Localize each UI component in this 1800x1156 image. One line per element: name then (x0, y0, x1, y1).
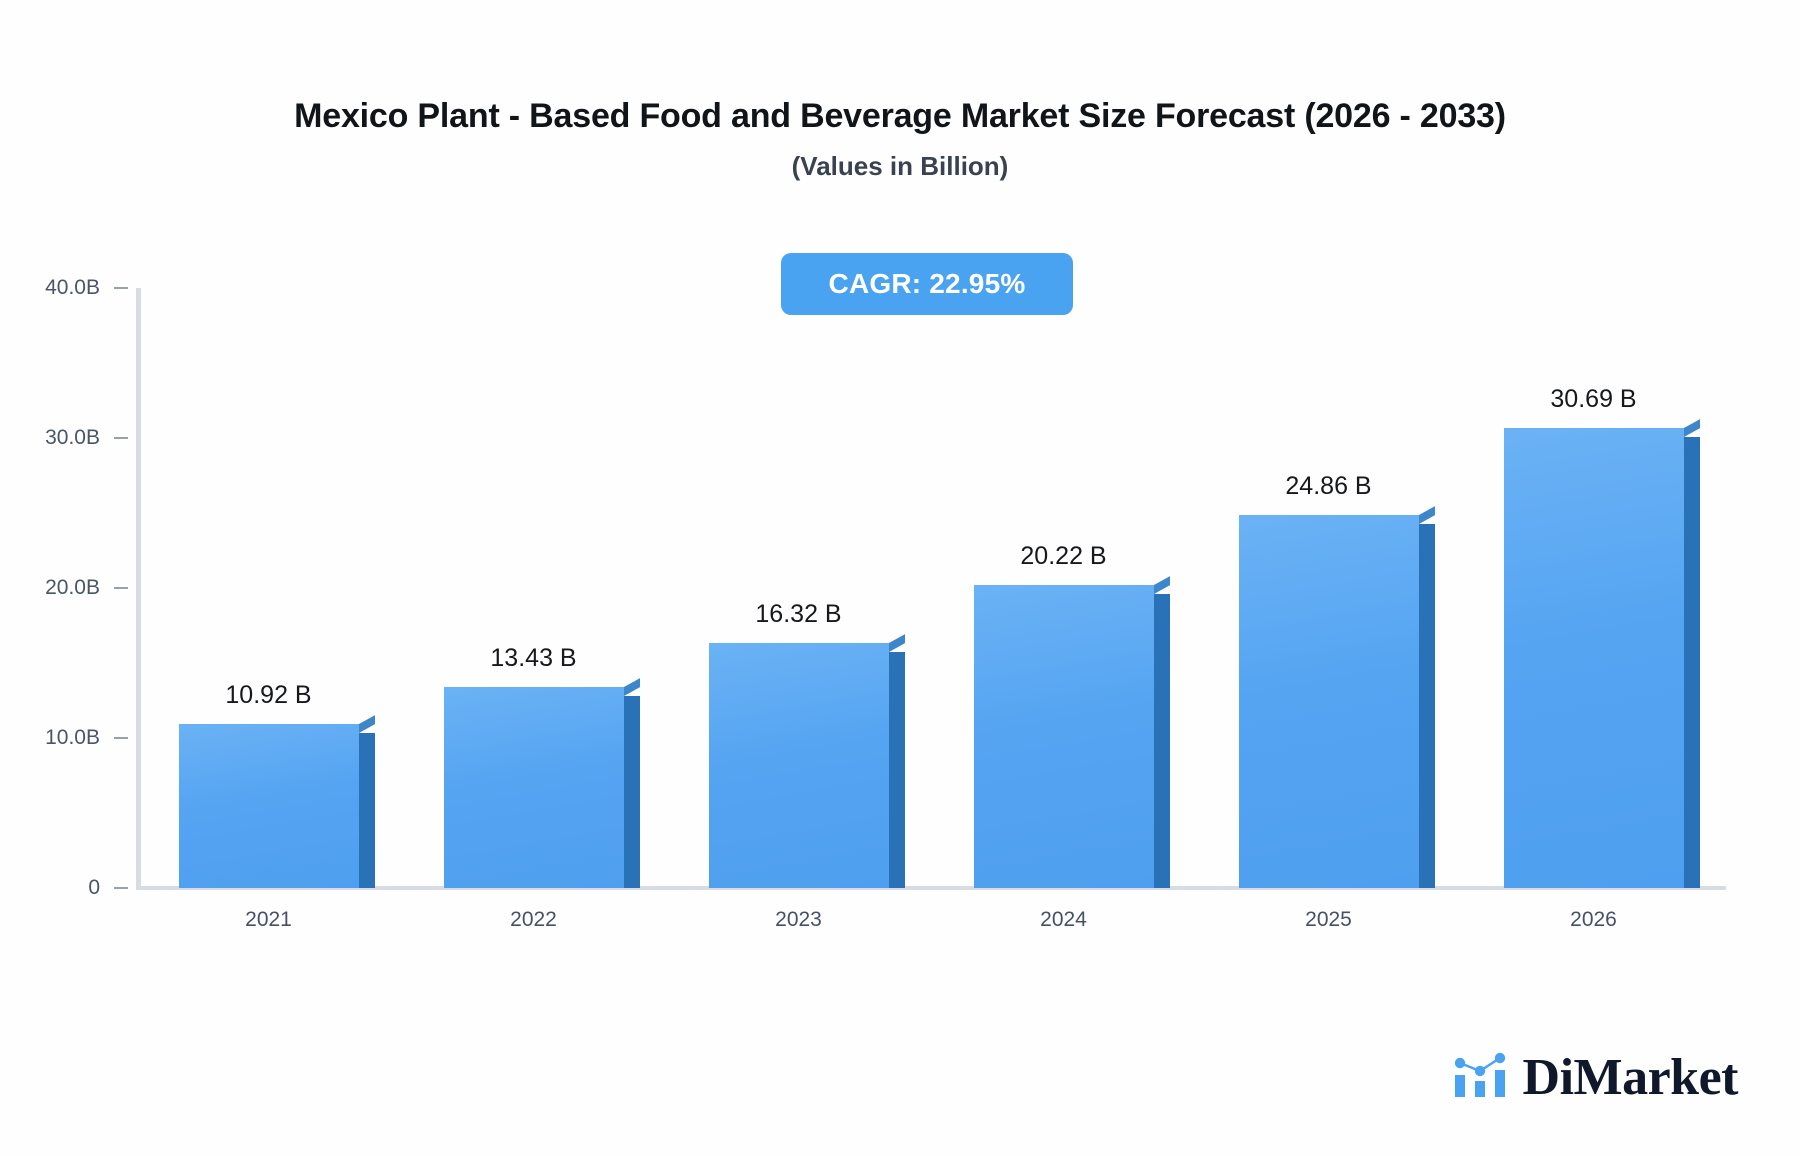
bar[interactable]: 13.43 B (443, 644, 640, 888)
cagr-badge: CAGR: 22.95% (781, 253, 1073, 315)
y-axis-tick: 30.0B (0, 426, 136, 450)
y-axis-tick: 0 (0, 876, 136, 900)
bar-chart-icon (1453, 1051, 1509, 1104)
bar-value-label: 24.86 B (1285, 472, 1372, 501)
bar-face (1503, 427, 1684, 888)
y-axis-tick-label: 40.0B (45, 276, 100, 299)
bar[interactable]: 24.86 B (1238, 472, 1435, 888)
bar[interactable]: 16.32 B (708, 600, 905, 888)
x-axis-tick-label: 2026 (1570, 908, 1617, 931)
bar-face (1238, 515, 1419, 888)
x-axis-tick-label: 2024 (1040, 908, 1087, 931)
bar[interactable]: 20.22 B (973, 542, 1170, 888)
bars-layer: 10.92 B 13.43 B 16.32 B 20.22 B 24.86 B 30.69… (136, 288, 1726, 888)
x-axis-tick-label: 2022 (510, 908, 557, 931)
dimarket-logo: DiMarket (1453, 1048, 1739, 1106)
bar-top-panel (358, 715, 375, 734)
bar-side-panel (888, 652, 905, 888)
y-axis-tick: 40.0B (0, 276, 136, 300)
y-axis-tick-label: 10.0B (45, 726, 100, 749)
bar-value-label: 20.22 B (1020, 541, 1107, 570)
bar-face (708, 643, 889, 888)
bar-value-label: 13.43 B (490, 643, 577, 672)
y-axis-tick: 20.0B (0, 576, 136, 600)
bar-side-panel (623, 695, 640, 888)
y-axis-tick-mark (114, 887, 128, 889)
bar-top-panel (888, 634, 905, 653)
bar-face (178, 724, 359, 888)
x-axis-tick-label: 2021 (245, 908, 292, 931)
bar[interactable]: 10.92 B (178, 681, 375, 888)
y-axis-tick-label: 20.0B (45, 576, 100, 599)
y-axis-tick-mark (114, 287, 128, 289)
chart-subtitle: (Values in Billion) (791, 150, 1009, 181)
y-axis-tick-label: 30.0B (45, 426, 100, 449)
y-axis-line (136, 288, 141, 888)
y-axis-tick-mark (114, 437, 128, 439)
bar-top-panel (1683, 418, 1700, 437)
y-axis-tick-mark (114, 587, 128, 589)
bar-side-panel (1418, 524, 1435, 888)
y-axis-tick-mark (114, 737, 128, 739)
bar-top-panel (1418, 506, 1435, 525)
bar-side-panel (358, 733, 375, 888)
logo-text: DiMarket (1522, 1048, 1739, 1106)
bar-top-panel (623, 677, 640, 696)
bar-face (443, 686, 624, 888)
x-axis-line (136, 886, 1726, 890)
x-axis-tick-label: 2023 (775, 908, 822, 931)
chart-title: Mexico Plant - Based Food and Beverage M… (294, 97, 1506, 135)
bar-value-label: 30.69 B (1550, 384, 1637, 413)
title-block: Mexico Plant - Based Food and Beverage M… (0, 96, 1800, 182)
bar-side-panel (1683, 436, 1700, 888)
bar[interactable]: 30.69 B (1503, 385, 1700, 888)
bar-value-label: 10.92 B (225, 681, 312, 710)
bar-face (973, 584, 1154, 888)
y-axis-tick: 10.0B (0, 726, 136, 750)
bar-side-panel (1153, 593, 1170, 888)
bar-value-label: 16.32 B (755, 600, 842, 629)
y-axis-tick-label: 0 (88, 876, 100, 899)
x-axis-tick-label: 2025 (1305, 908, 1352, 931)
bar-top-panel (1153, 575, 1170, 594)
